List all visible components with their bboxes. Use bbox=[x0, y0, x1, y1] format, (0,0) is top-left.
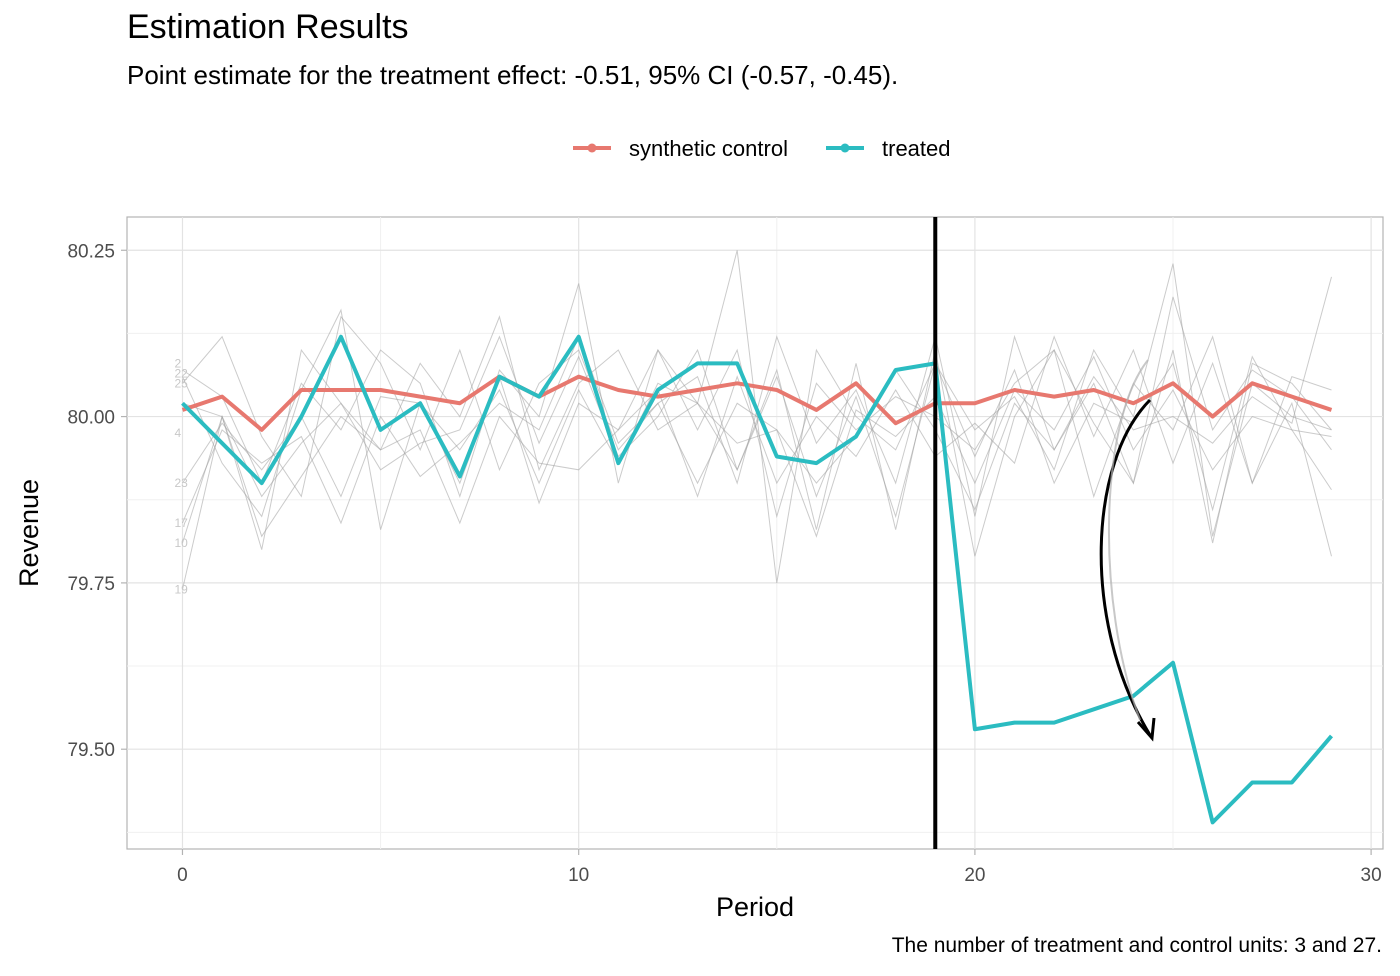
series-line-treated bbox=[181, 334, 1334, 825]
legend-label-treated: treated bbox=[882, 136, 951, 161]
legend-label-synthetic-control: synthetic control bbox=[629, 136, 788, 161]
plot-panel bbox=[126, 216, 1384, 850]
legend-swatch-point-synthetic-control bbox=[587, 143, 597, 153]
effect-arrow-curve bbox=[1099, 398, 1152, 736]
x-tick-label: 10 bbox=[568, 865, 589, 886]
chart-subtitle: Point estimate for the treatment effect:… bbox=[127, 60, 899, 90]
control-unit-label: 10 bbox=[174, 536, 188, 550]
legend: synthetic control treated bbox=[573, 136, 951, 161]
control-unit-label: 4 bbox=[174, 426, 181, 440]
series-line-synthetic-control bbox=[181, 374, 1333, 432]
x-tick-label: 30 bbox=[1361, 865, 1382, 886]
control-unit-label: 17 bbox=[174, 516, 188, 530]
effect-arrow-shadow bbox=[1107, 359, 1149, 721]
control-unit-line bbox=[182, 308, 1332, 557]
y-axis-title: Revenue bbox=[14, 479, 44, 587]
chart-title: Estimation Results bbox=[127, 8, 409, 46]
y-tick-label: 80.00 bbox=[67, 408, 115, 429]
control-unit-line bbox=[182, 335, 1332, 538]
chart-caption: The number of treatment and control unit… bbox=[891, 934, 1382, 957]
legend-swatch-point-treated bbox=[840, 143, 850, 153]
control-unit-lines bbox=[181, 250, 1332, 590]
control-unit-label: 23 bbox=[174, 476, 188, 490]
x-tick-label: 20 bbox=[964, 865, 985, 886]
y-tick-label: 79.50 bbox=[67, 740, 115, 761]
effect-arrow bbox=[1099, 359, 1156, 742]
axis-ticks: 0 10 20 30 79.50 79.75 80.00 80.25 bbox=[67, 241, 1381, 886]
series-lines bbox=[181, 334, 1334, 825]
x-tick-label: 0 bbox=[177, 865, 188, 886]
control-unit-label: 25 bbox=[174, 376, 188, 390]
effect-arrow-head bbox=[1136, 717, 1156, 742]
control-unit-label: 19 bbox=[174, 583, 188, 597]
control-unit-label: 2 bbox=[174, 356, 181, 370]
x-axis-title: Period bbox=[716, 892, 794, 922]
y-tick-label: 79.75 bbox=[67, 574, 115, 595]
y-tick-label: 80.25 bbox=[67, 241, 115, 262]
control-unit-line bbox=[181, 335, 1332, 557]
control-unit-label: 22 bbox=[174, 366, 188, 380]
